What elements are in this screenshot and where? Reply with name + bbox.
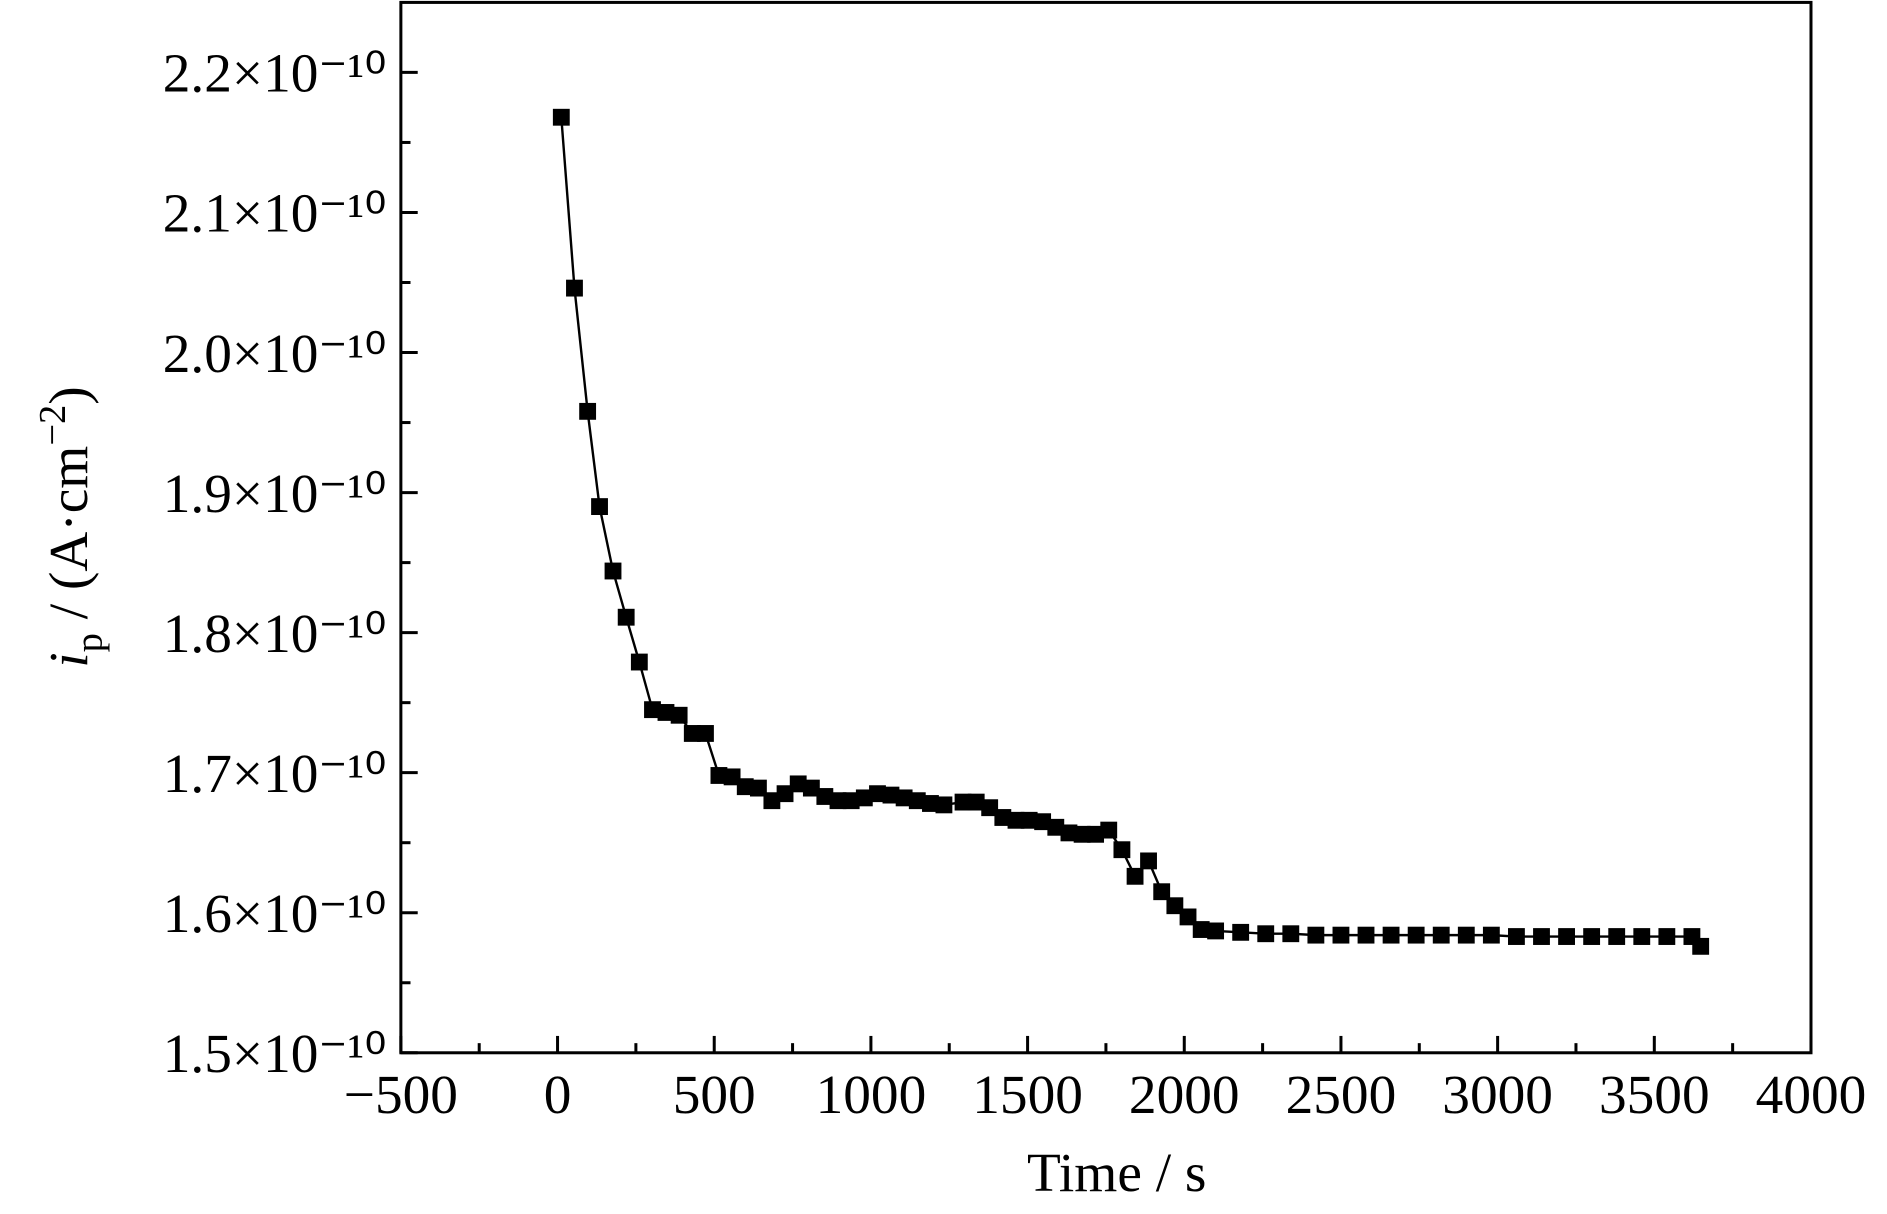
y-tick-label: 1.8×10⁻¹⁰ [163, 603, 387, 664]
x-tick-label: 1500 [972, 1064, 1083, 1125]
x-tick-label: 2000 [1129, 1064, 1240, 1125]
data-point [1332, 926, 1350, 944]
data-point [1608, 928, 1626, 945]
data-point [1126, 867, 1144, 885]
data-point [723, 768, 741, 786]
data-point [994, 809, 1012, 826]
data-point [816, 788, 834, 805]
data-point [789, 775, 807, 793]
data-point [1232, 923, 1250, 941]
x-tick-label: 4000 [1756, 1064, 1867, 1125]
data-point [1113, 841, 1131, 859]
data-point [981, 799, 999, 817]
data-point [954, 793, 972, 811]
data-line [560, 117, 1702, 948]
data-point [829, 792, 847, 810]
data-point [579, 402, 597, 420]
x-tick-label: 3000 [1442, 1064, 1553, 1125]
data-point [1432, 926, 1450, 944]
x-tick-label: 2500 [1286, 1064, 1397, 1125]
data-point [1533, 928, 1550, 945]
data-point [697, 725, 714, 742]
data-point [749, 779, 767, 797]
y-label-unit: / (A·cm [38, 446, 99, 633]
plot-frame [399, 0, 1813, 1055]
y-tick-label: 1.6×10⁻¹⁰ [163, 883, 387, 944]
data-point [869, 785, 886, 803]
data-point [617, 608, 635, 626]
y-tick-label: 1.7×10⁻¹⁰ [163, 743, 387, 804]
data-point [1282, 925, 1300, 943]
data-point [1034, 813, 1052, 831]
data-point [1692, 937, 1710, 955]
y-tick-label: 1.5×10⁻¹⁰ [163, 1023, 387, 1084]
data-point [802, 779, 820, 797]
data-point [967, 793, 985, 811]
data-point [710, 767, 728, 784]
y-label-exponent: −2 [32, 405, 74, 446]
data-point [736, 778, 754, 796]
data-point [1357, 926, 1375, 944]
data-point [683, 725, 701, 742]
data-point [552, 108, 570, 126]
data-point [1007, 811, 1025, 829]
data-point [908, 792, 926, 810]
x-tick-label: −500 [344, 1064, 458, 1125]
data-point [657, 704, 675, 721]
data-point [1140, 852, 1157, 870]
x-axis-label: Time / s [1027, 1142, 1206, 1203]
data-point [1020, 811, 1038, 829]
data-point [566, 279, 583, 297]
y-tick-label: 2.1×10⁻¹⁰ [163, 183, 387, 244]
data-point [591, 498, 608, 516]
data-point [776, 785, 794, 803]
data-point [922, 795, 939, 812]
data-point [842, 792, 860, 810]
data-point [630, 653, 648, 671]
x-tick-label: 1000 [816, 1064, 927, 1125]
data-point [1508, 928, 1525, 945]
data-point [604, 562, 622, 580]
data-point [1457, 926, 1475, 944]
data-point [1558, 928, 1575, 945]
data-point [1257, 925, 1275, 943]
data-point [895, 789, 913, 807]
data-point [1153, 883, 1171, 901]
data-point [1166, 897, 1184, 915]
data-point [855, 789, 873, 807]
data-point [644, 701, 661, 719]
data-point [882, 786, 900, 804]
data-point [1482, 926, 1500, 944]
data-point [1060, 824, 1078, 842]
data-point [1207, 922, 1225, 940]
x-tick-label: 3500 [1599, 1064, 1710, 1125]
data-point [1087, 825, 1105, 843]
data-point [1658, 928, 1676, 945]
data-point [1382, 926, 1400, 944]
data-point [1100, 821, 1118, 839]
y-tick-label: 2.2×10⁻¹⁰ [163, 43, 387, 104]
x-tick-label: 0 [544, 1064, 572, 1125]
y-label-subscript: p [68, 633, 110, 652]
y-label-symbol: i [38, 652, 99, 667]
data-point [1047, 818, 1065, 836]
y-label-close: ) [38, 386, 99, 404]
data-point [1307, 926, 1325, 944]
y-tick-label: 1.9×10⁻¹⁰ [163, 463, 387, 524]
data-point [1407, 926, 1425, 944]
x-tick-label: 500 [673, 1064, 756, 1125]
data-point [1073, 825, 1091, 843]
y-tick-label: 2.0×10⁻¹⁰ [163, 323, 387, 384]
data-point [935, 796, 953, 814]
data-point [1179, 908, 1197, 926]
data-point [1192, 921, 1210, 938]
data-point [1633, 928, 1651, 945]
data-point [670, 706, 688, 724]
data-point [1583, 928, 1601, 945]
y-axis-label: ip / (A·cm−2) [32, 386, 110, 667]
data-point [763, 792, 781, 810]
